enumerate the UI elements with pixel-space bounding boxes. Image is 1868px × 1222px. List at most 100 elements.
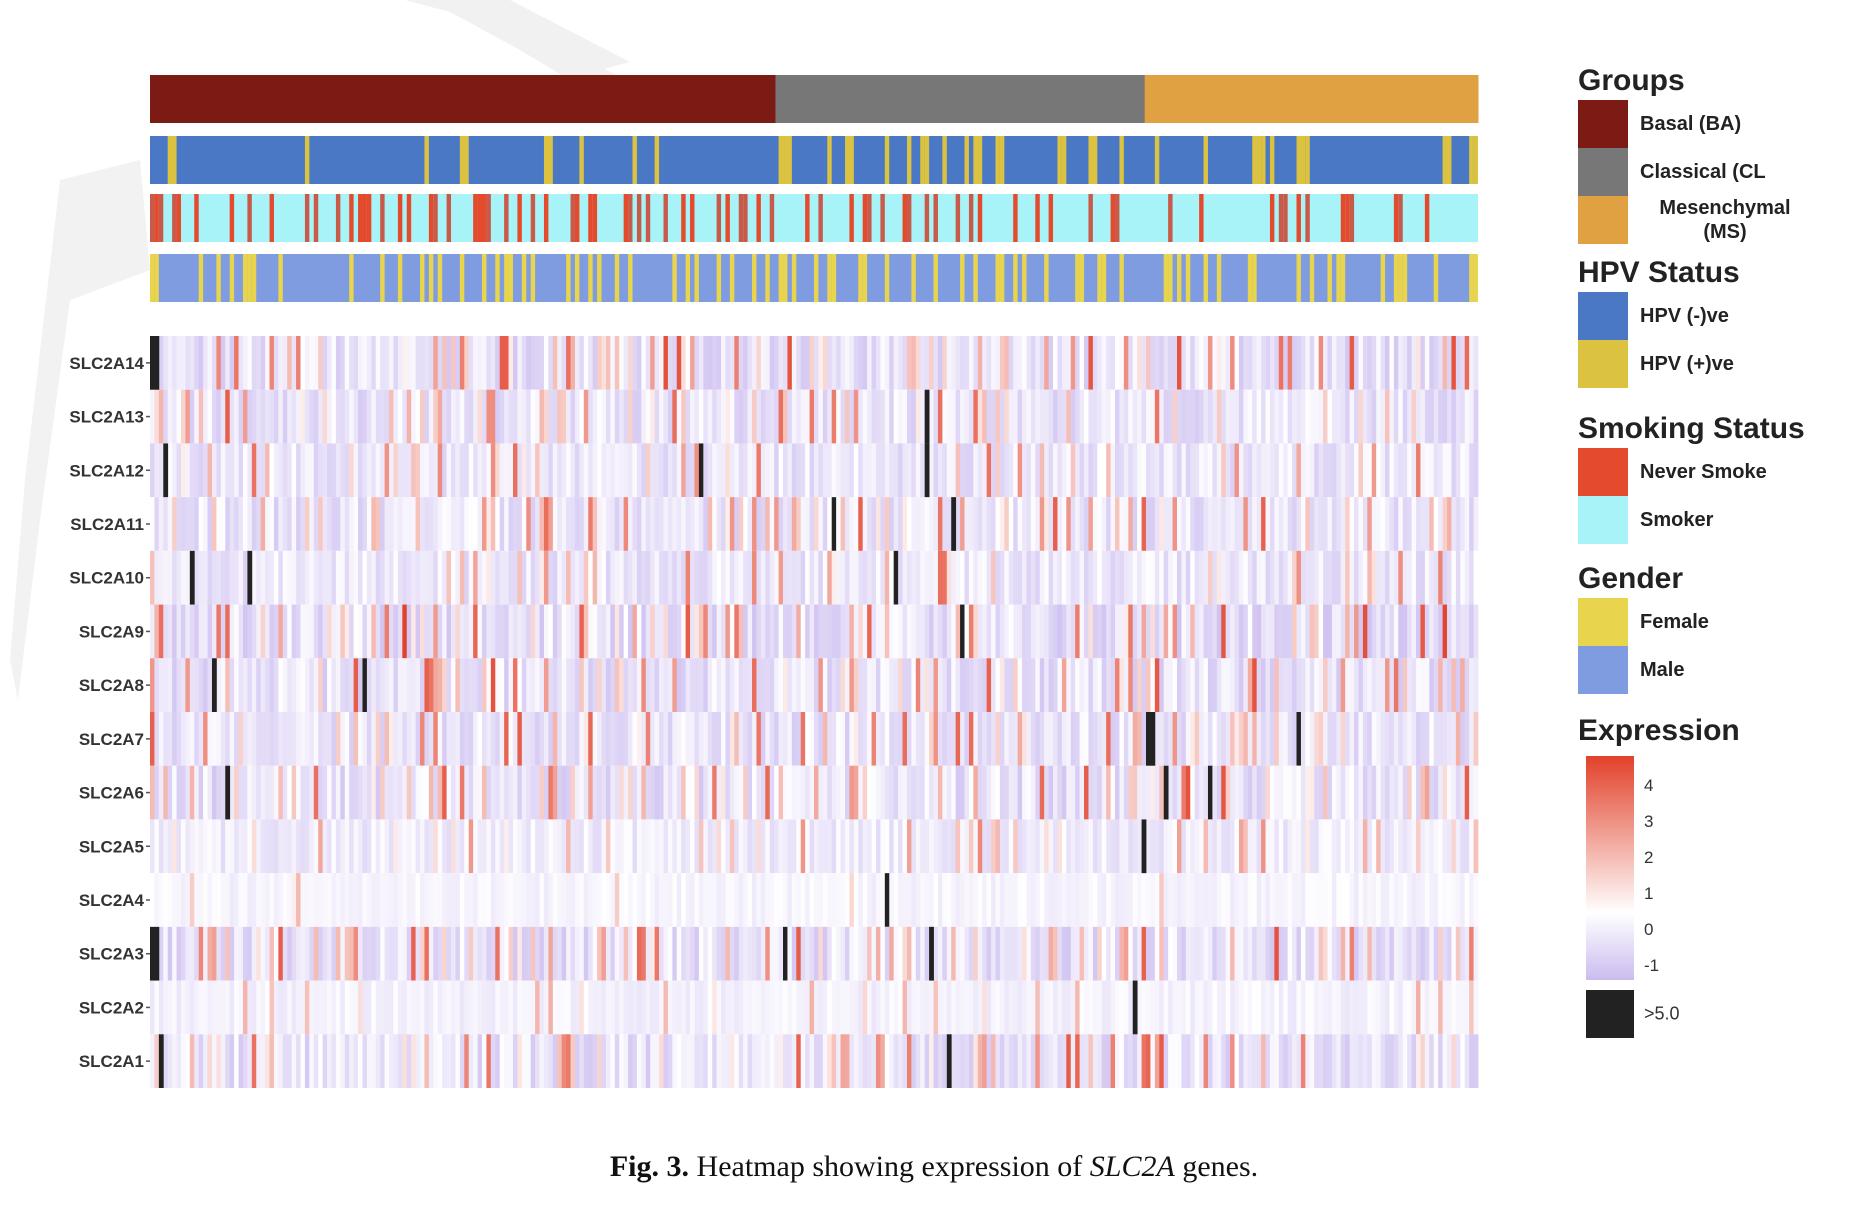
heat-cell — [1256, 712, 1262, 766]
heat-cell — [628, 550, 633, 605]
heat-cell — [548, 712, 554, 766]
heat-cell — [685, 658, 691, 712]
heat-cell — [1030, 443, 1036, 498]
heat-cell — [977, 658, 983, 712]
heat-cell — [743, 926, 748, 981]
heat-cell — [1327, 1034, 1333, 1088]
heat-cell — [1380, 712, 1386, 766]
heat-cell-saturated — [158, 1034, 164, 1088]
heat-cell — [579, 658, 585, 712]
heat-cell — [251, 873, 257, 927]
heat-cell — [636, 389, 642, 444]
heat-cell — [814, 389, 819, 444]
smoking-mark — [902, 194, 907, 242]
heat-cell — [756, 443, 762, 498]
heat-cell — [716, 550, 722, 605]
heat-cell — [194, 765, 200, 820]
heat-cell — [464, 926, 470, 981]
heat-cell — [234, 926, 239, 981]
heat-cell — [340, 443, 346, 498]
heat-cell — [1101, 497, 1107, 551]
heat-cell — [946, 336, 952, 390]
swatch-smoker — [1578, 496, 1628, 544]
heat-cell — [676, 765, 682, 820]
heat-cell — [1212, 819, 1218, 874]
heat-cell — [1433, 550, 1439, 605]
heat-cell — [287, 658, 293, 712]
expr-tick-0: 0 — [1644, 920, 1654, 939]
heat-cell — [911, 819, 917, 874]
heat-cell — [747, 712, 753, 766]
heat-cell — [477, 926, 483, 981]
heat-cell — [313, 873, 319, 927]
gender-mark — [428, 254, 434, 302]
heat-cell — [300, 926, 306, 981]
heat-cell — [1154, 712, 1160, 766]
heat-cell — [667, 497, 673, 551]
heat-cell — [1424, 550, 1430, 605]
heat-cell — [583, 712, 589, 766]
heat-cell — [1261, 497, 1266, 551]
heat-cell — [1296, 389, 1302, 444]
heat-cell — [1212, 765, 1218, 820]
heat-cell — [681, 389, 687, 444]
heat-cell — [734, 873, 740, 927]
heat-cell — [512, 336, 518, 390]
heat-cell — [1150, 604, 1156, 659]
heat-cell — [924, 497, 930, 551]
heat-cell — [712, 336, 718, 390]
heat-cell — [225, 604, 231, 659]
heat-cell — [561, 336, 567, 390]
heat-cell — [814, 712, 819, 766]
heat-cell — [459, 980, 465, 1035]
heat-cell — [893, 819, 899, 874]
heat-cell — [1013, 980, 1019, 1035]
heat-cell — [1429, 389, 1435, 444]
heat-cell — [322, 712, 328, 766]
heat-cell — [1119, 389, 1125, 444]
heat-cell — [415, 497, 421, 551]
heat-cell — [942, 765, 948, 820]
heat-cell — [703, 443, 709, 498]
heat-cell — [805, 336, 810, 390]
heat-cell — [805, 1034, 810, 1088]
heat-cell — [747, 819, 753, 874]
heat-cell — [1455, 443, 1461, 498]
heat-cell — [1146, 873, 1151, 927]
heat-cell — [880, 443, 886, 498]
heat-cell — [676, 819, 682, 874]
heat-cell — [287, 443, 293, 498]
heat-cell — [1022, 550, 1027, 605]
heat-cell — [366, 336, 372, 390]
heat-cell — [1367, 712, 1373, 766]
heat-cell — [1132, 873, 1138, 927]
heat-cell — [216, 1034, 222, 1088]
heat-cell — [561, 980, 567, 1035]
heat-cell — [1460, 389, 1466, 444]
heat-cell — [778, 712, 784, 766]
heat-cell — [1393, 980, 1399, 1035]
heat-cell — [911, 873, 917, 927]
heat-cell — [1464, 1034, 1470, 1088]
heat-cell — [1026, 819, 1032, 874]
gender-mark — [791, 254, 797, 302]
heat-cell — [721, 604, 726, 659]
heat-cell — [663, 926, 669, 981]
heat-cell — [1354, 873, 1359, 927]
heat-cell — [203, 604, 208, 659]
heat-cell — [1314, 604, 1320, 659]
heat-cell — [1101, 765, 1107, 820]
hpv-mark — [1296, 136, 1306, 184]
heat-cell — [180, 550, 186, 605]
heat-cell — [1336, 819, 1342, 874]
heat-cell — [898, 389, 903, 444]
heat-cell — [393, 765, 399, 820]
expression-colorbar — [1586, 756, 1634, 980]
heat-cell — [260, 926, 266, 981]
heat-cell — [619, 389, 625, 444]
heat-cell — [176, 926, 182, 981]
heat-cell — [535, 712, 540, 766]
heat-cell — [526, 873, 532, 927]
heat-cell — [428, 1034, 434, 1088]
